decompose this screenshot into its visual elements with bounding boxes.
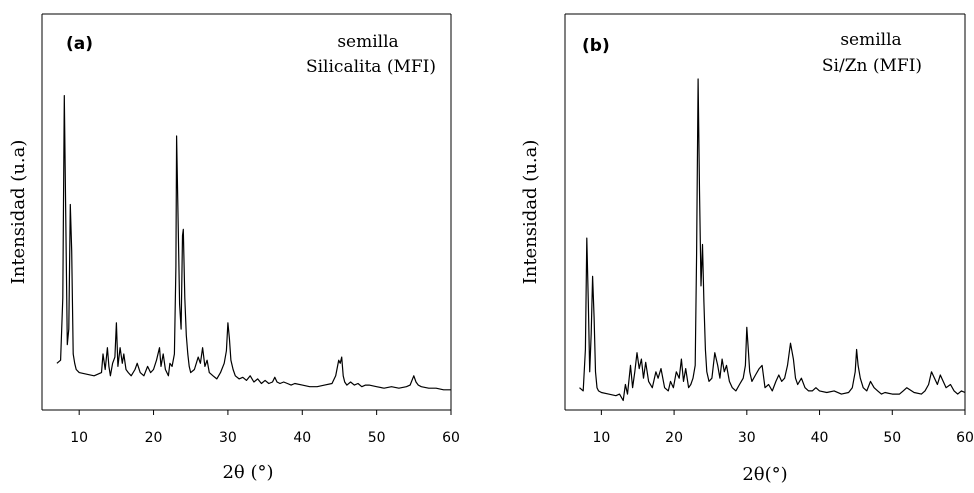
panel-a-annotation-line1: semilla <box>337 32 398 52</box>
panel-b-x-tick-label-60: 60 <box>956 430 974 446</box>
panel-b-x-tick-label-10: 10 <box>592 430 610 446</box>
panel-b-x-axis-title: 2θ(°) <box>742 464 787 485</box>
panel-b-si-zn: 10 20 30 40 50 60 (b) semilla Si/Zn (MFI) 2θ(… <box>520 13 974 485</box>
panel-a-x-tick-label-60: 60 <box>442 430 460 446</box>
panel-a-x-axis-title: 2θ (°) <box>222 462 273 483</box>
panel-a-annotation-line2: Silicalita (MFI) <box>306 57 436 77</box>
panel-a-silicalita: 10 20 30 40 50 60 (a) semilla Silicalita (MFI… <box>8 13 460 483</box>
panel-a-y-axis-title: Intensidad (u.a) <box>8 140 29 285</box>
panel-b-x-tick-label-50: 50 <box>883 430 901 446</box>
panel-b-y-axis-title: Intensidad (u.a) <box>520 140 541 285</box>
panel-a-x-tick-label-50: 50 <box>368 430 386 446</box>
panel-a-x-tick-label-20: 20 <box>145 430 163 446</box>
panel-b-annotation-line1: semilla <box>840 30 901 50</box>
panel-a-diffractogram-line <box>56 95 451 391</box>
panel-a-label: (a) <box>66 34 93 54</box>
panel-a-x-tick-label-30: 30 <box>219 430 237 446</box>
panel-a-x-tick-label-10: 10 <box>70 430 88 446</box>
panel-a-x-ticks: 10 20 30 40 50 60 <box>70 410 460 446</box>
panel-b-label: (b) <box>582 36 610 56</box>
panel-a-x-tick-label-40: 40 <box>293 430 311 446</box>
panel-b-x-tick-label-30: 30 <box>738 430 756 446</box>
panel-b-annotation-line2: Si/Zn (MFI) <box>822 56 922 76</box>
panel-b-x-ticks: 10 20 30 40 50 60 <box>592 410 974 446</box>
panel-b-x-tick-label-40: 40 <box>811 430 829 446</box>
panel-b-diffractogram-line <box>579 78 966 402</box>
panel-b-x-tick-label-20: 20 <box>665 430 683 446</box>
